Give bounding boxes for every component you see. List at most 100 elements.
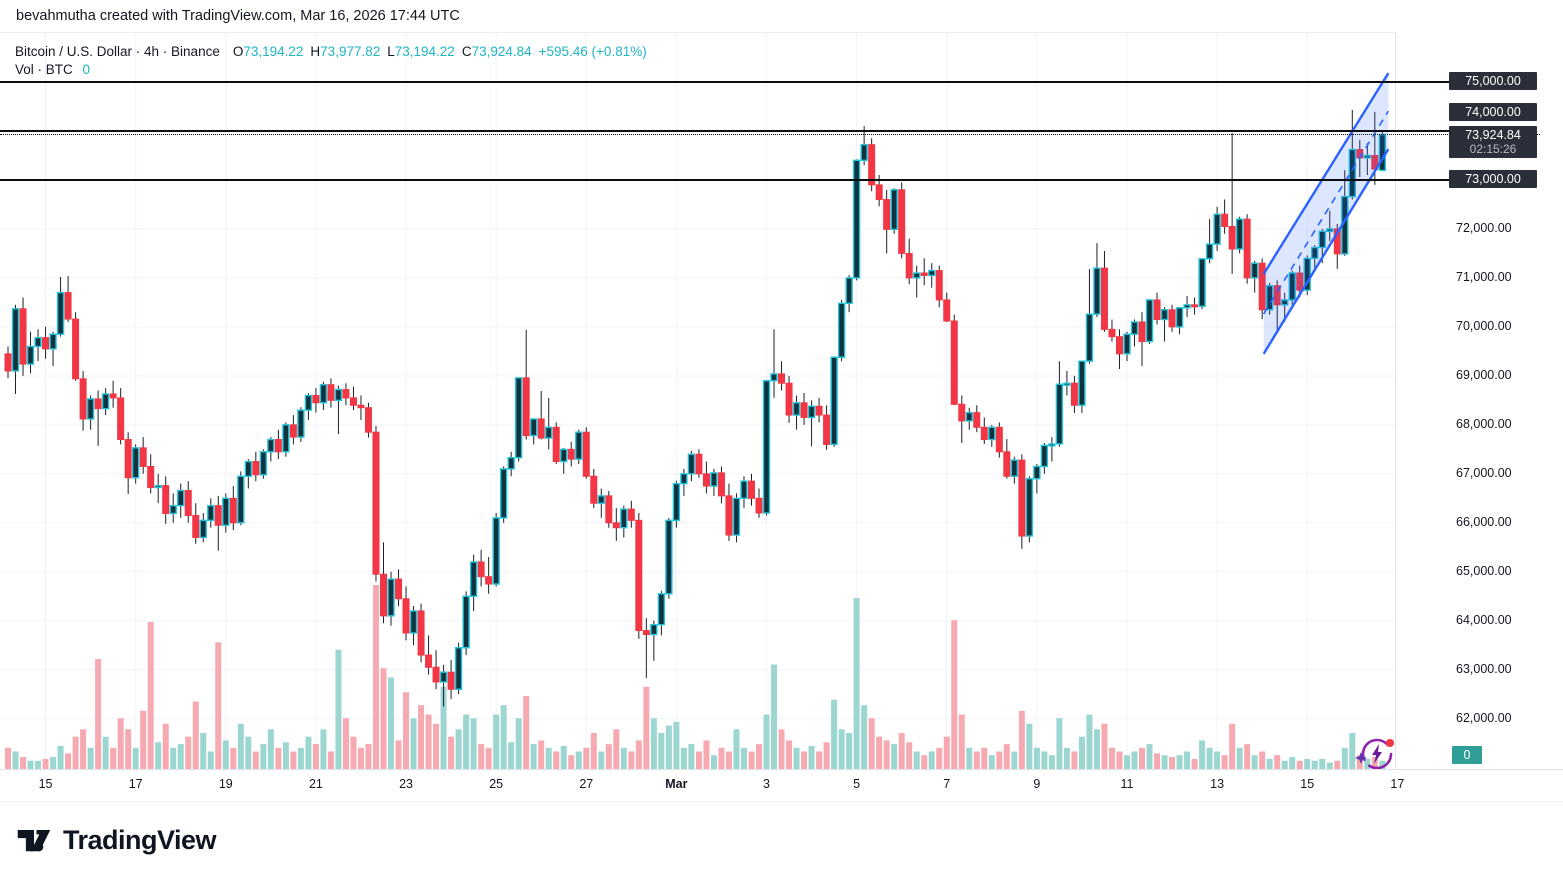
candle-body [545, 426, 553, 439]
volume-bar [801, 751, 808, 770]
volume-bar [598, 751, 605, 770]
volume-bar [635, 740, 642, 770]
line-price-badge: 73,000.00 [1449, 169, 1537, 188]
volume-bar [868, 718, 875, 770]
last-price-value: 73,924.84 [1465, 127, 1521, 142]
candle-body [229, 497, 237, 524]
volume-bar [305, 736, 312, 770]
candle-body [439, 671, 448, 683]
volume-bar [485, 747, 492, 770]
volume-bar [80, 729, 87, 770]
horizontal-line-73000[interactable] [0, 178, 1537, 181]
candle-body [334, 388, 343, 402]
candle-body [395, 578, 403, 600]
horizontal-line-75000[interactable] [0, 80, 1537, 83]
volume-bar [823, 742, 830, 770]
volume-bar [320, 729, 327, 770]
volume-bar [590, 733, 597, 770]
volume-bar [350, 736, 357, 770]
candle-body [169, 504, 177, 515]
volume-bar [1274, 755, 1281, 770]
volume-bar [718, 747, 725, 770]
volume-bar [388, 677, 395, 770]
candle-body [214, 505, 222, 526]
volume-bar [1026, 723, 1033, 770]
candle-body [657, 593, 666, 626]
candle-body [1296, 272, 1304, 291]
candle-body [755, 497, 763, 514]
volume-bar [177, 744, 184, 770]
volume-bar [1199, 740, 1206, 770]
candle-body [823, 414, 831, 445]
last-price-dotted-line [0, 133, 1540, 135]
candle-body [1198, 258, 1206, 308]
volume-bar [1033, 747, 1040, 770]
attribution-text: bevahmutha created with TradingView.com,… [16, 8, 460, 24]
volume-bar [403, 692, 410, 770]
candle-body [19, 308, 27, 365]
candle-body [327, 384, 335, 401]
volume-bar [906, 742, 913, 770]
candle-body [162, 485, 170, 514]
candle-body [762, 380, 771, 514]
last-price-badge: 73,924.84 02:15:26 [1449, 125, 1537, 158]
price-tick-label: 65,000.00 [1456, 563, 1512, 578]
candle-body [109, 393, 117, 399]
volume-bar [230, 747, 237, 770]
volume-bar [538, 740, 545, 770]
volume-bar [410, 718, 417, 770]
volume-bar [102, 736, 109, 770]
chart-pane[interactable] [0, 32, 1395, 770]
price-tick-label: 67,000.00 [1456, 465, 1512, 480]
volume-bar [1078, 736, 1085, 770]
candle-body [875, 184, 883, 201]
price-tick-label: 63,000.00 [1456, 661, 1512, 676]
candle-body [530, 418, 538, 437]
volume-bar [680, 747, 687, 770]
time-axis[interactable]: 15 17 19 21 23 25 27 Mar 3 5 7 9 11 13 15 17 [0, 769, 1563, 802]
candle-body [627, 508, 635, 521]
volume-bar [380, 668, 387, 770]
candle-body [860, 143, 868, 162]
volume-bar [1146, 744, 1153, 770]
candle-body [778, 373, 786, 384]
candle-body [1183, 304, 1191, 309]
candle-body [605, 495, 613, 524]
candle-body [815, 405, 823, 416]
high-value: 73,977.82 [320, 44, 381, 59]
volume-bar [620, 747, 627, 770]
volume-bar [966, 747, 973, 770]
candle-body [905, 252, 913, 279]
volume-bar [1244, 744, 1251, 770]
volume-bar [418, 705, 425, 770]
volume-bar [613, 729, 620, 770]
volume-bar [1093, 729, 1100, 770]
candle-body [612, 522, 620, 529]
volume-bar [275, 747, 282, 770]
channel-lower-line [1262, 148, 1390, 355]
close-label: C [461, 44, 472, 59]
candle-body [1228, 225, 1236, 250]
volume-bar [1296, 760, 1303, 770]
candle-body [1160, 309, 1169, 321]
candle-body [409, 610, 418, 634]
low-value: 73,194.22 [394, 44, 455, 59]
volume-bar [1176, 755, 1183, 770]
time-tick-label: 11 [1120, 777, 1134, 791]
candle-body [1333, 228, 1341, 255]
candle-body [357, 404, 365, 409]
candle-body [1318, 230, 1326, 249]
volume-row: Vol · BTC 0 [15, 62, 647, 77]
candle-body [913, 272, 921, 279]
horizontal-line-74000[interactable] [0, 129, 1537, 132]
volume-bar [733, 729, 740, 770]
candle-body [883, 199, 891, 230]
volume-bar [605, 744, 612, 770]
volume-bar [1289, 757, 1296, 770]
candle-body [101, 393, 110, 410]
tradingview-logo[interactable]: TradingView [14, 820, 217, 860]
candle-body [319, 383, 328, 404]
candle-body [837, 302, 846, 358]
volume-bar [395, 740, 402, 770]
candle-body [1025, 478, 1034, 537]
